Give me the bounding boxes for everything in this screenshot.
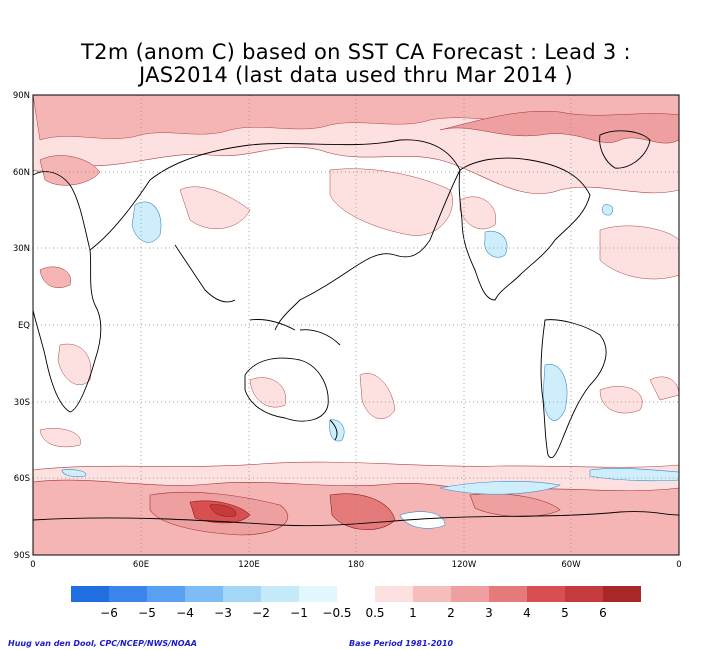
colorbar-swatch bbox=[109, 586, 147, 602]
lat-label: 60N bbox=[13, 168, 30, 178]
lat-label: EQ bbox=[18, 321, 30, 331]
lat-label: 60S bbox=[14, 474, 30, 484]
gridlines bbox=[33, 95, 679, 555]
credit-base-period: Base Period 1981-2010 bbox=[349, 639, 454, 648]
colorbar-label: −2 bbox=[252, 606, 270, 620]
lat-label: 90S bbox=[14, 551, 30, 561]
lat-label: 90N bbox=[13, 91, 30, 101]
colorbar-swatch bbox=[223, 586, 261, 602]
colorbar-label: 0.5 bbox=[365, 606, 384, 620]
lon-label: 60W bbox=[561, 560, 581, 570]
map-title-line2: JAS2014 (last data used thru Mar 2014 ) bbox=[138, 63, 573, 87]
colorbar-swatch bbox=[603, 586, 641, 602]
lon-label: 120W bbox=[452, 560, 477, 570]
colorbar-swatch bbox=[375, 586, 413, 602]
coastlines bbox=[33, 130, 679, 527]
longitude-labels: 0 60E 120E 180 120W 60W 0 bbox=[30, 560, 681, 570]
colorbar-label: 3 bbox=[485, 606, 493, 620]
map-frame bbox=[32, 94, 680, 556]
colorbar-label: −4 bbox=[176, 606, 194, 620]
colorbar-swatch bbox=[451, 586, 489, 602]
lat-label: 30S bbox=[14, 398, 30, 408]
colorbar-swatch bbox=[71, 586, 109, 602]
colorbar-swatch bbox=[185, 586, 223, 602]
latitude-labels: 90N 60N 30N EQ 30S 60S 90S bbox=[13, 91, 30, 561]
colorbar-label: −0.5 bbox=[322, 606, 351, 620]
colorbar-swatch bbox=[147, 586, 185, 602]
colorbar: −6 −5 −4 −3 −2 −1 −0.5 0.5 1 2 3 4 5 6 bbox=[71, 586, 641, 620]
lon-label: 0 bbox=[30, 560, 35, 570]
colorbar-label: −6 bbox=[100, 606, 118, 620]
colorbar-label: −1 bbox=[290, 606, 308, 620]
colorbar-swatch bbox=[489, 586, 527, 602]
colorbar-swatch bbox=[565, 586, 603, 602]
colorbar-swatch bbox=[261, 586, 299, 602]
lon-label: 180 bbox=[348, 560, 364, 570]
lat-label: 30N bbox=[13, 244, 30, 254]
colorbar-label: −3 bbox=[214, 606, 232, 620]
colorbar-swatch bbox=[299, 586, 337, 602]
colorbar-label: 1 bbox=[409, 606, 417, 620]
credit-author: Huug van den Dool, CPC/NCEP/NWS/NOAA bbox=[8, 639, 197, 648]
colorbar-swatch bbox=[527, 586, 565, 602]
colorbar-label: 6 bbox=[599, 606, 607, 620]
colorbar-swatch bbox=[337, 586, 375, 602]
colorbar-label: 2 bbox=[447, 606, 455, 620]
anomaly-field bbox=[33, 95, 679, 555]
map-title-line1: T2m (anom C) based on SST CA Forecast : … bbox=[81, 40, 631, 64]
lon-label: 60E bbox=[133, 560, 149, 570]
colorbar-swatch bbox=[413, 586, 451, 602]
lon-label: 0 bbox=[676, 560, 681, 570]
colorbar-label: 5 bbox=[561, 606, 569, 620]
colorbar-label: 4 bbox=[523, 606, 531, 620]
lon-label: 120E bbox=[238, 560, 260, 570]
colorbar-label: −5 bbox=[138, 606, 156, 620]
